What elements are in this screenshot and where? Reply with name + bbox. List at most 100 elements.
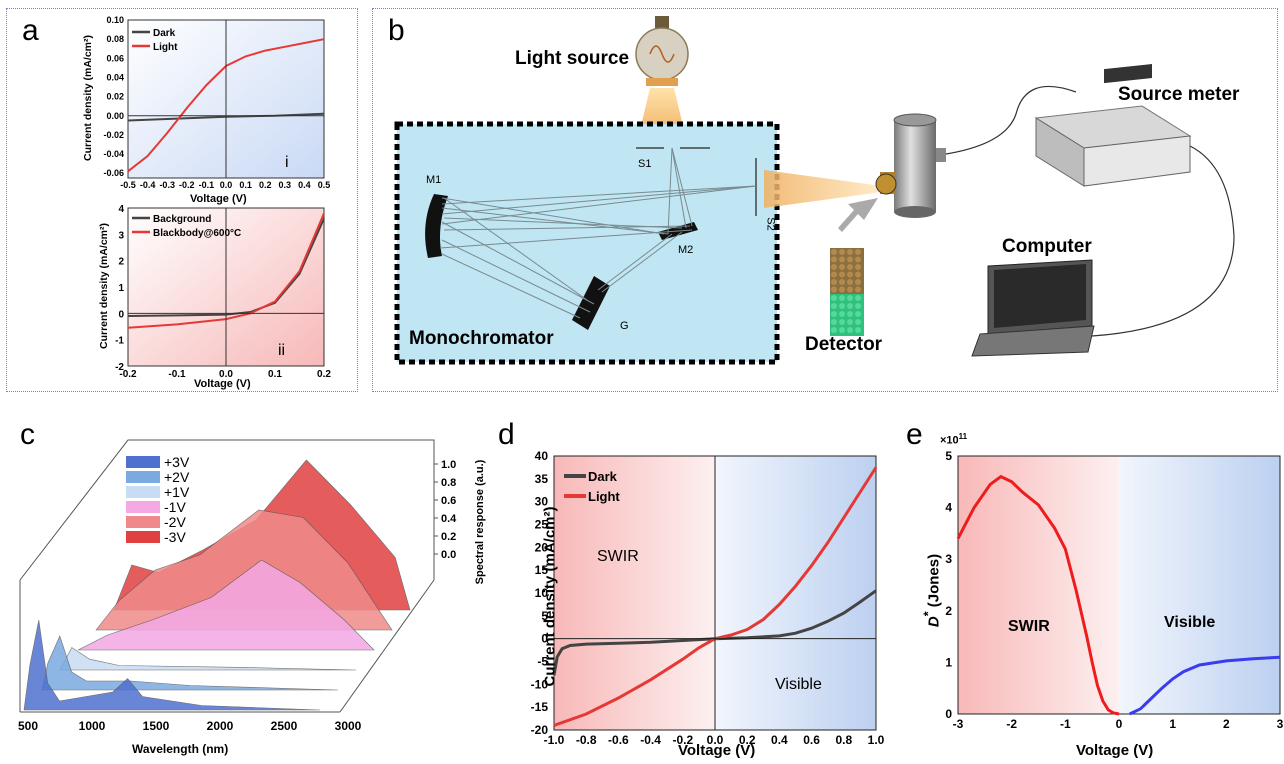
c-legend-label: +3V	[164, 454, 190, 470]
a2-xtick: 0.1	[268, 369, 282, 380]
a1-legend-item: Light	[153, 42, 178, 53]
a2-ytick: 4	[118, 204, 124, 215]
e-ytick: 0	[945, 707, 952, 721]
d-ytick: -10	[531, 677, 549, 691]
panel-label-d: d	[498, 418, 515, 451]
e-ytick: 4	[945, 501, 952, 515]
series-line-0	[127, 218, 325, 317]
ribbon-2	[59, 647, 357, 671]
a1-ytick: -0.04	[103, 149, 124, 159]
monochromator-label: Monochromator	[409, 328, 554, 349]
panel-c-chart: +3V+2V+1V-1V-2V-3V 1.0 0.8 0.6 0.4 0.2 0.0 50…	[18, 439, 457, 733]
panel-d-xlabel: Voltage (V)	[678, 742, 756, 759]
a2-ytick: -1	[115, 336, 124, 347]
laptop-computer-icon	[971, 259, 1095, 357]
e-ytick: 2	[945, 604, 952, 618]
c-legend-label: +2V	[164, 469, 190, 485]
c-ztick: 0.2	[441, 531, 456, 543]
c-legend-swatch	[126, 531, 160, 543]
c-legend-label: -1V	[164, 499, 186, 515]
panel-a-chart: 0.100.080.060.040.020.00-0.02-0.04-0.06-…	[103, 15, 331, 380]
d-legend-item: Dark	[588, 469, 618, 484]
d-ytick: -20	[531, 723, 549, 737]
e-xtick: -3	[953, 717, 964, 731]
d-ytick: 5	[541, 609, 548, 623]
panel-label-e: e	[906, 418, 923, 451]
a2-ytick: 3	[118, 230, 124, 241]
panel-b-frame	[372, 8, 1278, 392]
d-ytick: -15	[531, 700, 549, 714]
panel-d-visible-label: Visible	[775, 676, 822, 693]
grating-g	[572, 276, 610, 330]
d-ytick: 0	[541, 632, 548, 646]
c-legend-swatch	[126, 456, 160, 468]
panel-e-xlabel: Voltage (V)	[1076, 742, 1154, 759]
a1-ytick: -0.06	[103, 168, 124, 178]
d-ytick: 15	[535, 563, 549, 577]
a1-ytick: 0.04	[106, 72, 124, 82]
c-legend-swatch	[126, 471, 160, 483]
d-xtick: 1.0	[868, 733, 885, 747]
a1-ytick: 0.02	[106, 92, 124, 102]
c-ztick: 0.8	[441, 477, 456, 489]
panel-c-zlabel: Spectral response (a.u.)	[474, 459, 486, 585]
a1-xtick: 0.4	[298, 180, 311, 190]
d-xtick: -1.0	[544, 733, 565, 747]
a2-ytick: 1	[118, 283, 124, 294]
panel-d-swir-label: SWIR	[597, 548, 639, 565]
panel-e-swir-label: SWIR	[1008, 618, 1050, 635]
a2-xtick: -0.1	[168, 369, 186, 380]
panel-d-ylabel: Current density (mA/cm²)	[541, 506, 559, 687]
d-ytick: 35	[535, 472, 549, 486]
a1-xtick: -0.3	[159, 180, 175, 190]
a1-xtick: 0.2	[259, 180, 272, 190]
m1-label: M1	[426, 174, 442, 186]
d-xtick: -0.4	[640, 733, 661, 747]
a1-xtick: -0.2	[179, 180, 195, 190]
panel-e-scale: ×1011	[940, 432, 968, 447]
a1-ytick: 0.00	[106, 111, 124, 121]
series-line-1	[1129, 655, 1281, 716]
ribbon-0	[23, 619, 321, 711]
s1-label: S1	[638, 158, 652, 170]
c-ztick: 0.4	[441, 513, 457, 525]
a1-legend-item: Dark	[153, 28, 176, 39]
a1-ytick: -0.02	[103, 130, 124, 140]
c-legend-label: -2V	[164, 514, 186, 530]
c-legend-label: +1V	[164, 484, 190, 500]
light-bulb-icon	[635, 16, 689, 86]
panel-a-bottom-ylabel: Current density (mA/cm²)	[98, 223, 110, 350]
c-legend-swatch	[126, 501, 160, 513]
source-meter-label: Source meter	[1118, 84, 1240, 105]
series-line-1	[553, 466, 878, 727]
ribbon-3	[77, 559, 375, 651]
panel-label-a: a	[22, 14, 39, 47]
a2-legend-item: Blackbody@600°C	[153, 228, 241, 239]
c-ztick: 0.0	[441, 549, 456, 561]
d-ytick: 25	[535, 518, 549, 532]
a2-ytick: -2	[115, 362, 124, 373]
a2-ytick: 0	[118, 309, 124, 320]
detector-housing	[875, 113, 946, 218]
c-xtick: 2000	[207, 719, 234, 733]
g-label: G	[620, 320, 629, 332]
e-xtick: 0	[1116, 717, 1123, 731]
e-ytick: 1	[945, 655, 952, 669]
e-xtick: -1	[1060, 717, 1071, 731]
d-xtick: -0.6	[608, 733, 629, 747]
s2-label: S2	[764, 217, 777, 231]
a2-xtick: 0.2	[317, 369, 331, 380]
a1-xtick: -0.1	[199, 180, 215, 190]
e-ytick: 3	[945, 552, 952, 566]
panel-c-xlabel: Wavelength (nm)	[132, 742, 229, 756]
panel-e-ylabel: D* (Jones)	[921, 553, 943, 628]
d-ytick: 10	[535, 586, 549, 600]
d-ytick: -5	[537, 655, 548, 669]
detector-label: Detector	[805, 334, 883, 355]
panel-a-frame	[6, 8, 358, 392]
d-xtick: -0.8	[576, 733, 597, 747]
e-xtick: 2	[1223, 717, 1230, 731]
panel-a-bottom-xlabel: Voltage (V)	[194, 378, 251, 390]
a1-ytick: 0.08	[106, 34, 124, 44]
panel-b-schematic	[394, 16, 1235, 365]
